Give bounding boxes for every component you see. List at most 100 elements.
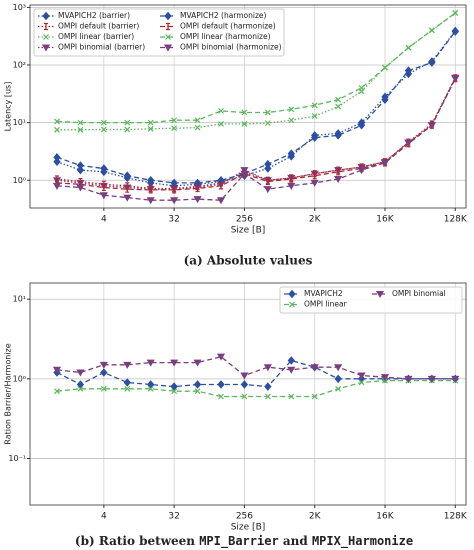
marker — [428, 58, 436, 67]
caption: (b) Ratio between MPI_Barrier and MPIX_H… — [75, 534, 413, 549]
marker — [427, 375, 436, 383]
marker — [218, 182, 223, 190]
legend-label: MVAPICH2 — [304, 289, 343, 298]
marker — [124, 119, 131, 126]
marker — [170, 359, 179, 367]
series-line — [56, 77, 456, 190]
marker — [193, 196, 202, 204]
series-line — [56, 31, 456, 184]
marker — [76, 161, 85, 170]
marker — [216, 197, 226, 205]
marker — [193, 359, 202, 367]
marker — [288, 289, 296, 299]
marker — [194, 388, 201, 395]
caption-part: (b) Ratio between — [75, 534, 199, 548]
marker — [123, 378, 131, 387]
marker — [264, 393, 271, 400]
y-tick-label: 10⁰ — [13, 374, 26, 383]
x-tick-label: 16K — [376, 512, 394, 522]
marker — [42, 11, 50, 21]
marker — [334, 364, 343, 372]
x-tick-label: 2K — [309, 215, 322, 225]
y-tick-label: 10⁰ — [13, 176, 26, 185]
marker — [381, 95, 389, 104]
x-tick-label: 4 — [101, 512, 107, 522]
series-line — [56, 77, 456, 190]
x-axis-label: Size [B] — [231, 226, 266, 236]
marker — [100, 385, 107, 392]
marker — [335, 103, 342, 110]
marker — [375, 291, 385, 298]
marker — [146, 359, 155, 367]
marker — [240, 170, 249, 178]
marker — [76, 369, 85, 377]
marker — [77, 126, 84, 133]
marker — [452, 10, 459, 16]
marker — [241, 109, 248, 116]
marker — [218, 120, 224, 127]
caption-part: MPIX_Harmonize — [312, 534, 413, 549]
marker — [263, 186, 272, 194]
legend-label: MVAPICH2 (harmonize) — [180, 11, 267, 20]
marker — [76, 165, 85, 175]
marker — [53, 153, 61, 162]
caption-part: and — [279, 534, 312, 548]
marker — [358, 379, 365, 386]
marker — [76, 184, 85, 192]
marker — [264, 382, 272, 391]
marker — [334, 374, 342, 384]
marker — [287, 366, 296, 374]
marker — [171, 125, 178, 132]
legend-label: OMPI binomial (barrier) — [58, 43, 145, 52]
marker — [100, 164, 108, 173]
marker — [54, 118, 60, 125]
marker — [336, 168, 341, 176]
marker — [451, 375, 460, 383]
x-tick-label: 256 — [236, 512, 253, 522]
marker — [101, 183, 106, 192]
marker — [147, 125, 154, 132]
marker — [100, 126, 107, 133]
axes-frame — [29, 4, 467, 209]
marker — [240, 380, 249, 389]
marker — [217, 380, 225, 389]
marker — [193, 380, 202, 389]
legend-label: OMPI default (harmonize) — [180, 22, 276, 31]
x-tick-label: 256 — [236, 215, 253, 225]
marker — [287, 356, 295, 365]
marker — [124, 385, 131, 392]
series-line — [56, 355, 456, 380]
legend-label: MVAPICH2 (barrier) — [58, 11, 130, 20]
marker — [164, 11, 172, 21]
marker — [218, 107, 224, 114]
marker — [44, 22, 48, 31]
marker — [100, 119, 107, 126]
marker — [311, 393, 318, 400]
marker — [334, 176, 343, 184]
marker — [404, 66, 413, 75]
marker — [147, 385, 154, 392]
y-tick-label: 10¹ — [13, 295, 26, 304]
marker — [380, 159, 390, 167]
marker — [264, 159, 272, 169]
marker — [170, 197, 179, 205]
marker — [311, 113, 318, 119]
marker — [241, 393, 248, 400]
x-tick-label: 4 — [101, 215, 107, 225]
marker — [405, 44, 412, 51]
marker — [241, 120, 248, 127]
marker — [265, 177, 270, 186]
marker — [165, 34, 171, 40]
marker — [41, 44, 51, 52]
marker — [358, 85, 365, 91]
marker — [123, 194, 132, 202]
marker — [77, 385, 84, 392]
legend-label: OMPI default (barrier) — [58, 22, 139, 31]
marker — [218, 393, 224, 400]
legend-label: OMPI linear — [304, 300, 348, 309]
marker — [146, 197, 155, 205]
marker — [357, 372, 366, 380]
marker — [123, 171, 131, 180]
series-line — [56, 30, 456, 187]
marker — [264, 120, 271, 127]
